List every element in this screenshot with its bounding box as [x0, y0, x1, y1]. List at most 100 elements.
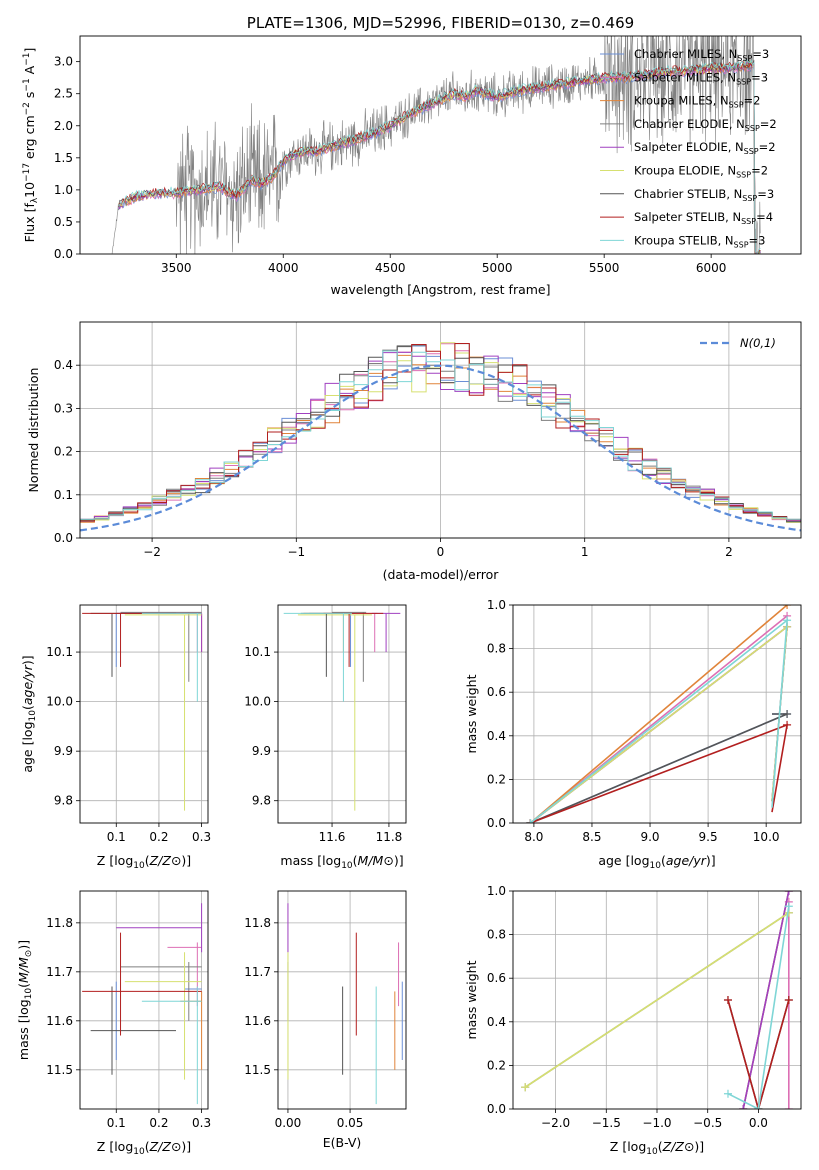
chart-mass_vs_ebv: 0.00 0.05 11.5 11.6 11.7 11.8 E(B-V): [244, 890, 407, 1150]
y-tick-label: 0.4: [54, 358, 73, 372]
y-tick-label: 9.8: [54, 794, 73, 808]
plot-area-weight_vs_Z: [521, 891, 793, 1109]
x-tick-label: 5000: [482, 261, 513, 275]
x-tick-label: 0: [437, 545, 445, 559]
y-tick-label: 2.0: [54, 119, 73, 133]
y-axis-label: Normed distribution: [26, 368, 41, 493]
x-tick-label: 4000: [268, 261, 299, 275]
y-tick-label: 0.4: [487, 1015, 506, 1029]
axes-frame: [512, 604, 802, 824]
y-tick-label: 0.0: [54, 247, 73, 261]
model-line-salpeter_stelib: [118, 60, 761, 254]
weight-line-kroupa_stelib: [529, 618, 789, 823]
weight-line-kroupa_stelib: [727, 906, 790, 1109]
y-tick-label: 0.4: [487, 729, 506, 743]
x-tick-label: 0.00: [275, 1116, 302, 1130]
x-axis-label: (data-model)/error: [383, 567, 500, 582]
axes-frame: [79, 604, 209, 824]
y-tick-label: 0.8: [487, 642, 506, 656]
weight-marker-salpeter_stelib: [783, 720, 792, 729]
y-tick-label: 0.0: [487, 1102, 506, 1116]
legend-entry: Chabrier MILES, NSSP=3: [634, 47, 769, 63]
y-tick-label: 11.8: [46, 916, 73, 930]
x-axis-label: E(B-V): [323, 1135, 362, 1150]
x-axis-label: Z [log10(Z/Z⊙)]: [97, 1139, 191, 1157]
x-tick-label: 0.1: [107, 830, 126, 844]
plot-area-mass_vs_Z: [82, 903, 203, 1105]
x-axis-label: age [log10(age/yr)]: [598, 853, 715, 871]
chart-weight_vs_Z: −2.0 −1.5 −1.0 −0.5 0.0 0.0 0.2 0.4 0.6 0.8 1.0 Z […: [464, 884, 802, 1157]
legend-entry: Chabrier STELIB, NSSP=3: [634, 187, 774, 203]
y-tick-label: 2.5: [54, 87, 73, 101]
chart-age_vs_mass: 11.6 11.8 9.8 9.9 10.0 10.1 mass [log10(M/M⊙)]: [244, 604, 407, 871]
y-tick-label: 0.2: [487, 772, 506, 786]
y-tick-label: 0.3: [54, 401, 73, 415]
y-tick-label: 0.1: [54, 488, 73, 502]
legend-entry: Kroupa ELODIE, NSSP=2: [634, 164, 768, 180]
x-tick-label: 11.8: [376, 830, 403, 844]
grid-mass_vs_ebv: [278, 891, 406, 1109]
y-tick-label: 11.6: [244, 1014, 271, 1028]
axes-frame: [79, 890, 209, 1110]
x-axis-label: Z [log10(Z/Z⊙)]: [610, 1139, 704, 1157]
x-tick-label: 0.3: [192, 1116, 211, 1130]
legend-entry: Salpeter ELODIE, NSSP=2: [634, 140, 776, 156]
x-tick-label: 1: [581, 545, 589, 559]
x-tick-label: 9.0: [640, 830, 659, 844]
x-tick-label: −2.0: [541, 1116, 570, 1130]
weight-marker-kroupa_stelib: [526, 819, 535, 823]
legend-entry: Salpeter MILES, NSSP=3: [634, 70, 768, 86]
x-tick-label: 0.2: [149, 830, 168, 844]
x-tick-label: −1: [287, 545, 305, 559]
x-tick-label: −2: [143, 545, 161, 559]
y-tick-label: 11.6: [46, 1014, 73, 1028]
weight-marker-chabrier_stelib: [783, 710, 792, 718]
y-tick-label: 1.0: [487, 598, 506, 612]
x-tick-label: 8.0: [524, 830, 543, 844]
y-tick-label: 1.5: [54, 151, 73, 165]
y-tick-label: 1.0: [487, 884, 506, 898]
y-tick-label: 0.6: [487, 685, 506, 699]
y-axis-label: mass [log10(M/M⊙)]: [16, 940, 34, 1060]
histogram-kroupa_stelib: [80, 350, 801, 520]
y-tick-label: 11.7: [46, 965, 73, 979]
weight-marker-kroupa_elodie: [521, 1083, 530, 1092]
axes-frame: [512, 890, 802, 1110]
y-tick-label: 0.6: [487, 971, 506, 985]
x-tick-label: 10.0: [753, 830, 780, 844]
y-tick-label: 0.2: [487, 1058, 506, 1072]
weight-marker-salpeter_miles: [784, 1105, 793, 1109]
y-axis-label: Flux [fλ10−17 erg cm−2 s−1 A−1]: [22, 48, 40, 243]
chart-spectrum: 3500 4000 4500 5000 5500 6000 0.0 0.5 1.0 1.5 2.0 2…: [22, 14, 802, 297]
y-tick-label: 9.9: [252, 744, 271, 758]
y-tick-label: 0.8: [487, 928, 506, 942]
normal-curve: [80, 364, 801, 532]
y-tick-label: 10.0: [46, 695, 73, 709]
weight-marker-kroupa_miles: [783, 605, 792, 609]
x-tick-label: 0.1: [107, 1116, 126, 1130]
legend-entry: Salpeter STELIB, NSSP=4: [634, 210, 773, 226]
y-tick-label: 0.2: [54, 445, 73, 459]
plot-area-residuals: [80, 342, 801, 532]
x-tick-label: 6000: [696, 261, 727, 275]
y-tick-label: 1.0: [54, 183, 73, 197]
weight-line-salpeter_stelib: [530, 723, 789, 823]
x-tick-label: −1.5: [592, 1116, 621, 1130]
plot-area-mass_vs_ebv: [287, 903, 403, 1105]
x-tick-label: 2: [725, 545, 733, 559]
weight-marker-salpeter_stelib: [784, 996, 793, 1004]
x-tick-label: 9.5: [699, 830, 718, 844]
axes-frame: [277, 604, 407, 824]
grid-age_vs_mass: [278, 605, 406, 823]
y-tick-label: 0.0: [487, 816, 506, 830]
grid-weight_vs_age: [513, 604, 801, 824]
y-tick-label: 0.5: [54, 215, 73, 229]
y-tick-label: 10.1: [46, 645, 73, 659]
x-tick-label: 8.5: [582, 830, 601, 844]
plot-area-weight_vs_age: [526, 605, 792, 823]
weight-line-kroupa_elodie: [524, 912, 790, 1088]
x-tick-label: −1.0: [642, 1116, 671, 1130]
y-tick-label: 0.0: [54, 531, 73, 545]
x-tick-label: 11.6: [319, 830, 346, 844]
axes-frame: [277, 890, 407, 1110]
